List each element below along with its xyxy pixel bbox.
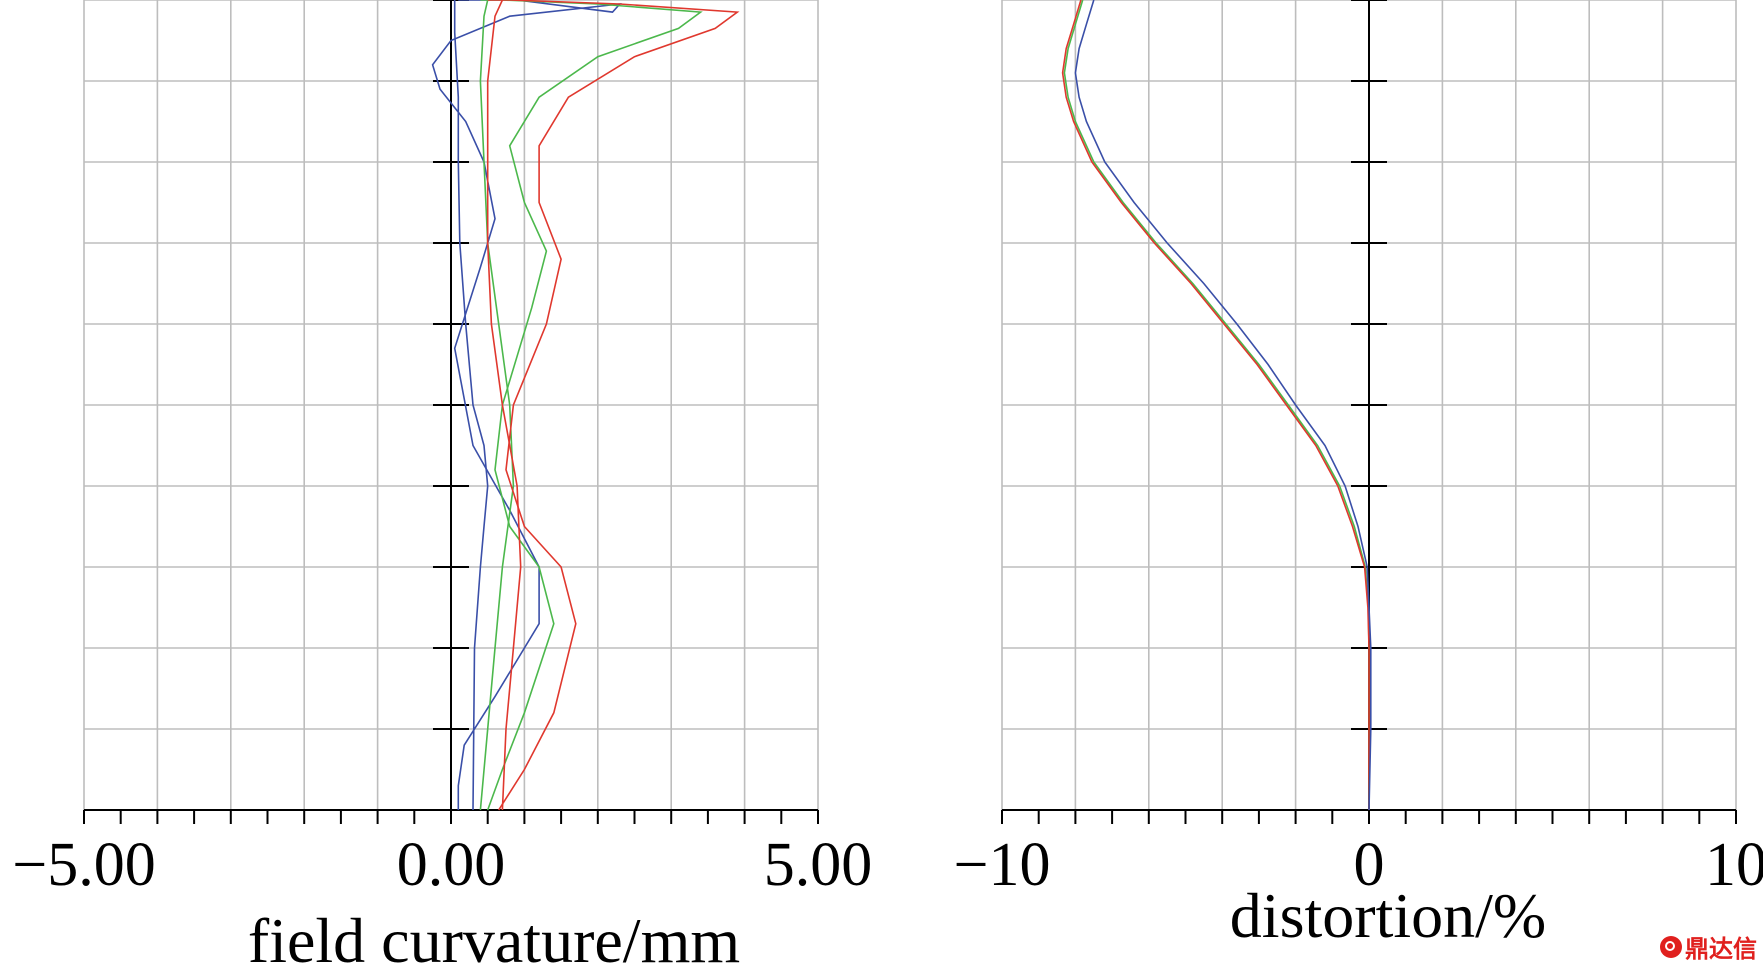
x-tick-label: 10 [1705, 831, 1763, 899]
x-tick-label: 0.00 [397, 831, 506, 899]
series-line-blue-s [453, 0, 489, 811]
watermark-logo-icon [1660, 935, 1682, 958]
distortion-plot: −10 0 10 distortion/% [954, 0, 1763, 951]
distortion-tick-labels: −10 0 10 [954, 831, 1763, 899]
series-line-green-a [480, 0, 703, 811]
series-line-red-s [486, 0, 522, 811]
field-curvature-plot: −5.00 0.00 5.00 field curvature/mm [12, 0, 872, 976]
distortion-x-axis-title: distortion/% [1230, 880, 1546, 951]
watermark-text: 鼎达信 [1685, 935, 1757, 963]
series-line-red [1061, 0, 1370, 810]
field-curvature-axes [83, 0, 819, 824]
series-line-blue [1074, 0, 1372, 811]
series-line-green-s [479, 0, 515, 811]
x-tick-label: 0 [1354, 831, 1385, 899]
series-line-red-a [487, 0, 740, 811]
series-line-blue-a [431, 0, 622, 810]
field-curvature-tick-labels: −5.00 0.00 5.00 [12, 831, 872, 899]
field-curvature-x-axis-title: field curvature/mm [248, 905, 740, 976]
distortion-series [1061, 0, 1372, 811]
x-tick-label: −5.00 [12, 831, 155, 899]
field-curvature-series [431, 0, 740, 811]
x-tick-label: −10 [954, 831, 1051, 899]
watermark: 鼎达信 [1660, 929, 1757, 964]
x-tick-label: 5.00 [764, 831, 873, 899]
